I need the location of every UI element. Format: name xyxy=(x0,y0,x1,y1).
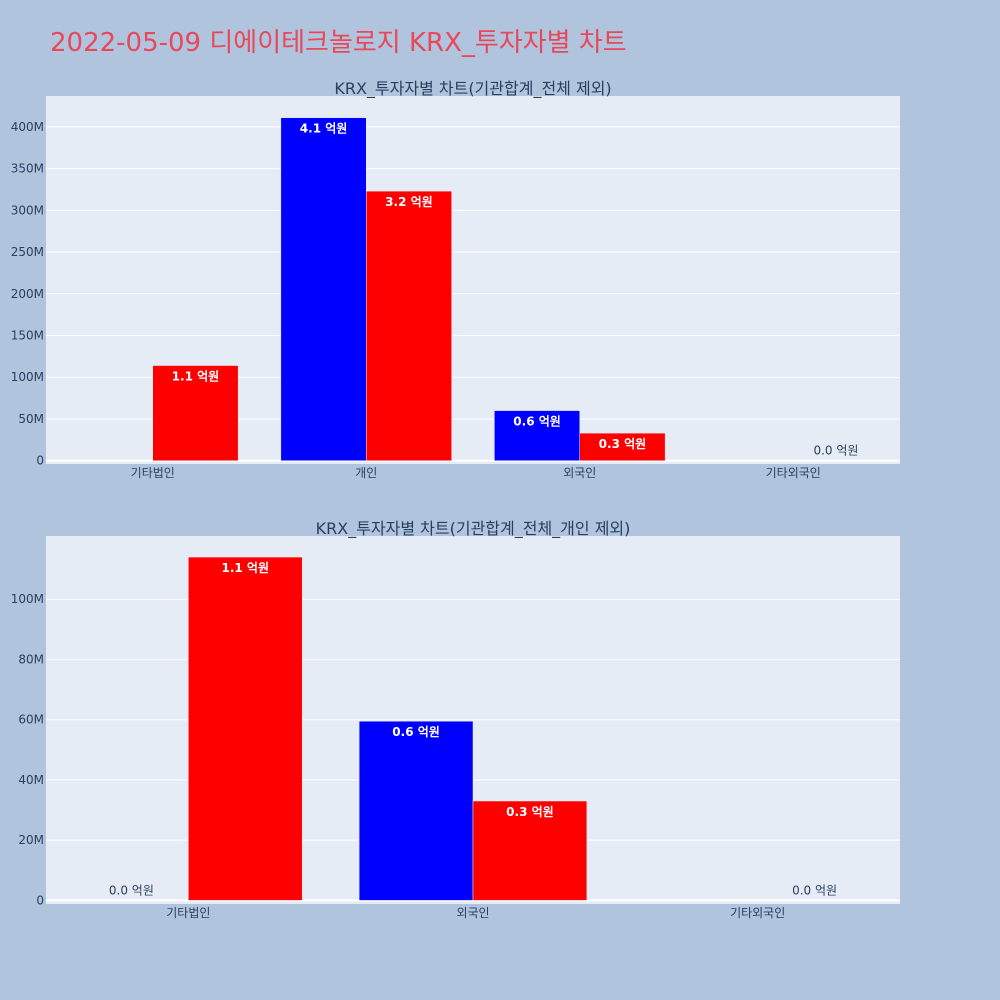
bar-data-label: 0.3 억원 xyxy=(599,437,647,451)
y-tick-label: 250M xyxy=(11,245,44,259)
bar xyxy=(472,800,588,901)
y-tick-label: 50M xyxy=(18,412,44,426)
y-tick-label: 100M xyxy=(11,592,44,606)
x-tick-label: 외국인 xyxy=(563,466,596,480)
bar-data-label: 1.1 억원 xyxy=(222,561,270,575)
bar xyxy=(579,432,666,461)
y-tick-label: 350M xyxy=(11,162,44,176)
bar-data-label: 1.1 억원 xyxy=(172,370,220,384)
y-tick-label: 150M xyxy=(11,328,44,342)
y-tick-label: 0 xyxy=(36,893,44,907)
y-tick-label: 40M xyxy=(18,773,44,787)
x-tick-label: 기타법인 xyxy=(131,466,175,480)
y-tick-label: 80M xyxy=(18,652,44,666)
x-tick-label: 기타외국인 xyxy=(766,466,821,480)
bar xyxy=(358,720,474,901)
y-tick-label: 20M xyxy=(18,833,44,847)
page-title: 2022-05-09 디에이테크놀로지 KRX_투자자별 차트 xyxy=(50,28,627,58)
chart-title: KRX_투자자별 차트(기관합계_전체_개인 제외) xyxy=(316,519,631,539)
x-tick-label: 기타법인 xyxy=(166,906,210,920)
y-tick-label: 100M xyxy=(11,370,44,384)
y-tick-label: 60M xyxy=(18,713,44,727)
x-tick-label: 외국인 xyxy=(456,906,489,920)
y-tick-label: 0 xyxy=(36,454,44,468)
bar-data-label: 0.6 억원 xyxy=(513,415,561,429)
x-tick-label: 개인 xyxy=(355,466,377,480)
y-tick-label: 200M xyxy=(11,287,44,301)
bar-data-label: 4.1 억원 xyxy=(300,122,348,136)
bar-data-label: 0.0 억원 xyxy=(109,883,154,897)
bar-data-label: 3.2 억원 xyxy=(385,195,433,209)
y-tick-label: 300M xyxy=(11,203,44,217)
bar-data-label: 0.0 억원 xyxy=(792,883,837,897)
bar-data-label: 0.0 억원 xyxy=(813,444,858,458)
y-tick-label: 400M xyxy=(11,120,44,134)
bar xyxy=(366,190,452,461)
bar xyxy=(152,365,239,461)
x-tick-label: 기타외국인 xyxy=(730,906,785,920)
chart-title: KRX_투자자별 차트(기관합계_전체 제외) xyxy=(334,79,611,99)
bar xyxy=(188,556,303,901)
bar-data-label: 0.6 억원 xyxy=(392,725,440,739)
bar-data-label: 0.3 억원 xyxy=(506,805,554,819)
bar xyxy=(280,117,367,461)
